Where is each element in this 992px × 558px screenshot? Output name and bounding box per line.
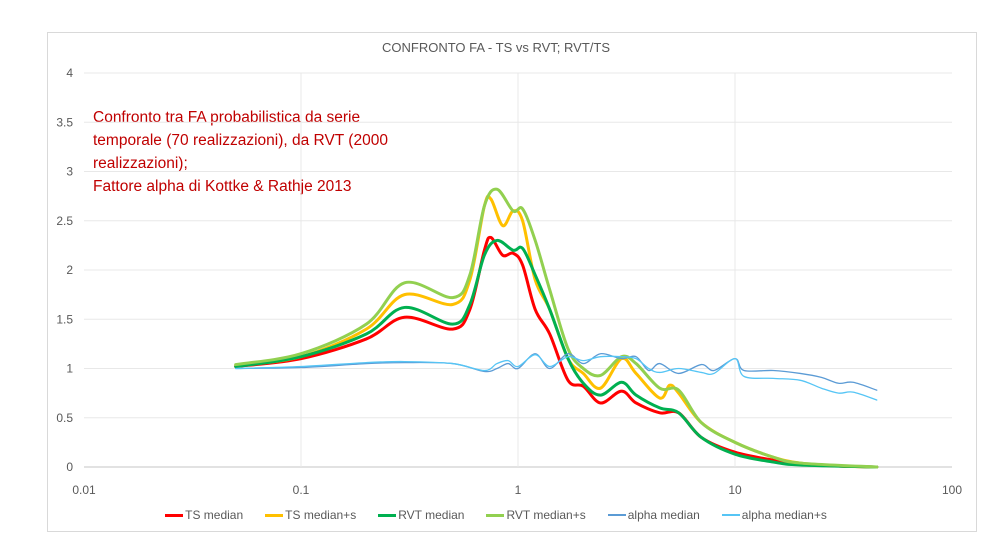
legend-label: alpha median bbox=[627, 508, 700, 522]
chart-title: CONFRONTO FA - TS vs RVT; RVT/TS bbox=[381, 40, 610, 55]
y-tick-label: 1 bbox=[66, 362, 73, 376]
legend-swatch bbox=[486, 513, 505, 517]
legend-label: TS median+s bbox=[285, 508, 357, 522]
series-line-rvt-median-s bbox=[234, 187, 879, 469]
x-tick-label: 1 bbox=[515, 483, 522, 497]
series-line-rvt-median bbox=[234, 238, 879, 469]
x-tick-label: 0.1 bbox=[293, 483, 310, 497]
y-tick-label: 3 bbox=[66, 165, 73, 179]
y-tick-label: 3.5 bbox=[56, 115, 73, 129]
y-tick-label: 0.5 bbox=[56, 411, 73, 425]
legend-swatch bbox=[607, 514, 626, 516]
series-line-ts-median bbox=[234, 235, 879, 469]
legend-swatch bbox=[378, 513, 397, 517]
legend-label: alpha median+s bbox=[741, 508, 827, 522]
legend-item: RVT median+s bbox=[486, 508, 586, 522]
y-tick-label: 2 bbox=[66, 263, 73, 277]
legend-label: RVT median bbox=[398, 508, 465, 522]
series-line-alpha-median-s bbox=[235, 354, 878, 401]
x-tick-label: 0.01 bbox=[72, 483, 96, 497]
legend-item: RVT median bbox=[378, 508, 464, 522]
legend-item: TS median bbox=[165, 508, 243, 522]
annotation-line: Fattore alpha di Kottke & Rathje 2013 bbox=[93, 178, 352, 195]
legend-label: TS median bbox=[185, 508, 244, 522]
y-tick-label: 1.5 bbox=[56, 312, 73, 326]
legend-item: alpha median bbox=[607, 508, 700, 522]
y-tick-label: 2.5 bbox=[56, 214, 73, 228]
legend-swatch bbox=[265, 513, 284, 517]
series-line-alpha-median bbox=[235, 353, 878, 391]
y-tick-label: 4 bbox=[66, 66, 73, 80]
y-tick-label: 0 bbox=[66, 460, 73, 474]
legend-swatch bbox=[165, 513, 184, 517]
legend-item: alpha median+s bbox=[721, 508, 827, 522]
legend-item: TS median+s bbox=[265, 508, 356, 522]
legend: TS median TS median+s RVT median RVT median… bbox=[0, 508, 992, 522]
legend-swatch bbox=[721, 514, 740, 516]
annotation-line: realizzazioni); bbox=[93, 155, 188, 172]
annotation-line: temporale (70 realizzazioni), da RVT (20… bbox=[93, 132, 388, 149]
x-tick-label: 100 bbox=[942, 483, 962, 497]
chart-frame bbox=[47, 32, 977, 532]
legend-label: RVT median+s bbox=[506, 508, 586, 522]
x-tick-label: 10 bbox=[728, 483, 742, 497]
